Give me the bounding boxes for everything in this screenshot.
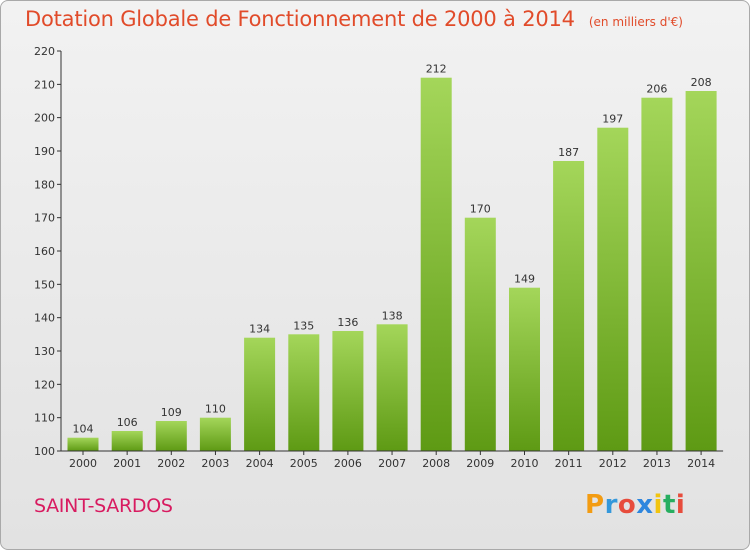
bars-group: 104 106 109 110 134 135 136 138 212 170 149 187 197 2… — [67, 63, 717, 451]
y-tick-label: 140 — [34, 312, 55, 325]
y-tick-label: 220 — [34, 45, 55, 58]
y-tick-label: 170 — [34, 212, 55, 225]
x-tick-label: 2004 — [246, 457, 274, 470]
bar-value-label: 208 — [691, 76, 712, 89]
bar-value-label: 187 — [558, 146, 579, 159]
bar — [155, 421, 187, 451]
x-tick-label: 2005 — [290, 457, 318, 470]
logo-letter: x — [636, 490, 654, 520]
y-tick-label: 110 — [34, 412, 55, 425]
y-tick-label: 180 — [34, 178, 55, 191]
y-tick-label: 100 — [34, 445, 55, 458]
logo-letter: t — [662, 490, 676, 520]
logo-letter: P — [585, 490, 605, 520]
bar — [553, 161, 585, 451]
commune-name: SAINT-SARDOS — [34, 495, 173, 517]
x-tick-label: 2008 — [422, 457, 450, 470]
bar-value-label: 104 — [73, 423, 94, 436]
x-tick-label: 2012 — [599, 457, 627, 470]
x-tick-label: 2007 — [378, 457, 406, 470]
bar-value-label: 170 — [470, 203, 491, 216]
bar — [111, 431, 143, 451]
x-tick-label: 2003 — [201, 457, 229, 470]
bar — [288, 334, 320, 451]
x-tick-label: 2013 — [643, 457, 671, 470]
y-tick-label: 120 — [34, 378, 55, 391]
bar — [641, 97, 673, 451]
chart-title: Dotation Globale de Fonctionnement de 20… — [25, 7, 575, 31]
x-tick-label: 2010 — [511, 457, 539, 470]
bar — [67, 437, 99, 451]
bar — [685, 91, 717, 451]
x-tick-label: 2002 — [157, 457, 185, 470]
bar — [509, 287, 540, 451]
y-tick-label: 150 — [34, 278, 55, 291]
y-tick-label: 190 — [34, 145, 55, 158]
bar-value-label: 109 — [161, 406, 182, 419]
bar — [332, 331, 364, 451]
logo-letter: o — [617, 490, 637, 520]
bar-value-label: 206 — [646, 83, 667, 96]
bar-value-label: 134 — [249, 323, 270, 336]
x-tick-label: 2000 — [69, 457, 97, 470]
bar-value-label: 110 — [205, 403, 226, 416]
bar-value-label: 138 — [382, 309, 403, 322]
proxiti-logo: Proxiti — [585, 490, 685, 520]
logo-letter: r — [604, 490, 618, 520]
title-row: Dotation Globale de Fonctionnement de 20… — [25, 7, 683, 31]
x-tick-label: 2014 — [687, 457, 715, 470]
bar — [464, 217, 496, 451]
bar-value-label: 106 — [117, 416, 138, 429]
logo-letter: i — [675, 490, 686, 520]
x-tick-label: 2001 — [113, 457, 141, 470]
y-tick-label: 160 — [34, 245, 55, 258]
bar-value-label: 149 — [514, 273, 535, 286]
x-tick-label: 2009 — [466, 457, 494, 470]
bar — [244, 337, 276, 451]
bar — [597, 127, 629, 451]
bar-value-label: 135 — [293, 319, 314, 332]
bar-value-label: 212 — [426, 63, 447, 76]
unit-label: (en milliers d'€) — [588, 15, 683, 29]
bar-value-label: 197 — [602, 113, 623, 126]
bar-value-label: 136 — [337, 316, 358, 329]
x-tick-label: 2011 — [555, 457, 583, 470]
bar — [376, 324, 408, 451]
y-tick-label: 130 — [34, 345, 55, 358]
y-tick-label: 210 — [34, 78, 55, 91]
x-axis: 2000 2001 2002 2003 2004 2005 2006 2007 2008 2009… — [61, 450, 724, 470]
x-tick-label: 2006 — [334, 457, 362, 470]
y-axis: 100 110 120 130 140 150 160 170 180 190 200 210 220 — [34, 45, 62, 458]
bar — [420, 77, 452, 451]
logo-letter: i — [653, 490, 663, 520]
y-tick-label: 200 — [34, 112, 55, 125]
bar — [199, 417, 231, 451]
